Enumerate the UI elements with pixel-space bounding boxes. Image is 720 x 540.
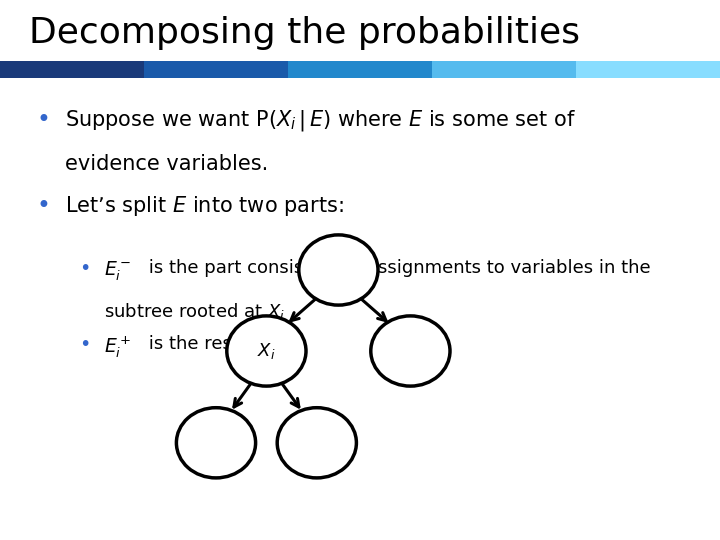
Text: •: • [36, 194, 50, 218]
Text: subtree rooted at $X_i$: subtree rooted at $X_i$ [104, 301, 285, 322]
Bar [432, 61, 576, 78]
Text: Decomposing the probabilities: Decomposing the probabilities [29, 16, 580, 50]
Text: •: • [79, 335, 91, 354]
Text: •: • [79, 259, 91, 278]
Text: is the part consisting of assignments to variables in the: is the part consisting of assignments to… [143, 259, 650, 277]
Ellipse shape [277, 408, 356, 478]
Ellipse shape [299, 235, 378, 305]
Bar [0, 61, 144, 78]
Text: evidence variables.: evidence variables. [65, 154, 268, 174]
Bar [576, 61, 720, 78]
Text: •: • [36, 108, 50, 132]
Ellipse shape [176, 408, 256, 478]
Text: $E_i^+$: $E_i^+$ [104, 335, 132, 360]
Text: $E_i^-$: $E_i^-$ [104, 259, 132, 283]
Ellipse shape [227, 316, 306, 386]
Text: Let’s split $E$ into two parts:: Let’s split $E$ into two parts: [65, 194, 343, 218]
Bar [144, 61, 288, 78]
Text: is the rest of it: is the rest of it [143, 335, 279, 353]
Text: $X_i$: $X_i$ [257, 341, 276, 361]
Ellipse shape [371, 316, 450, 386]
Text: Suppose we want P($X_i\,|\,E$) where $E$ is some set of: Suppose we want P($X_i\,|\,E$) where $E$… [65, 108, 576, 133]
Bar [288, 61, 432, 78]
